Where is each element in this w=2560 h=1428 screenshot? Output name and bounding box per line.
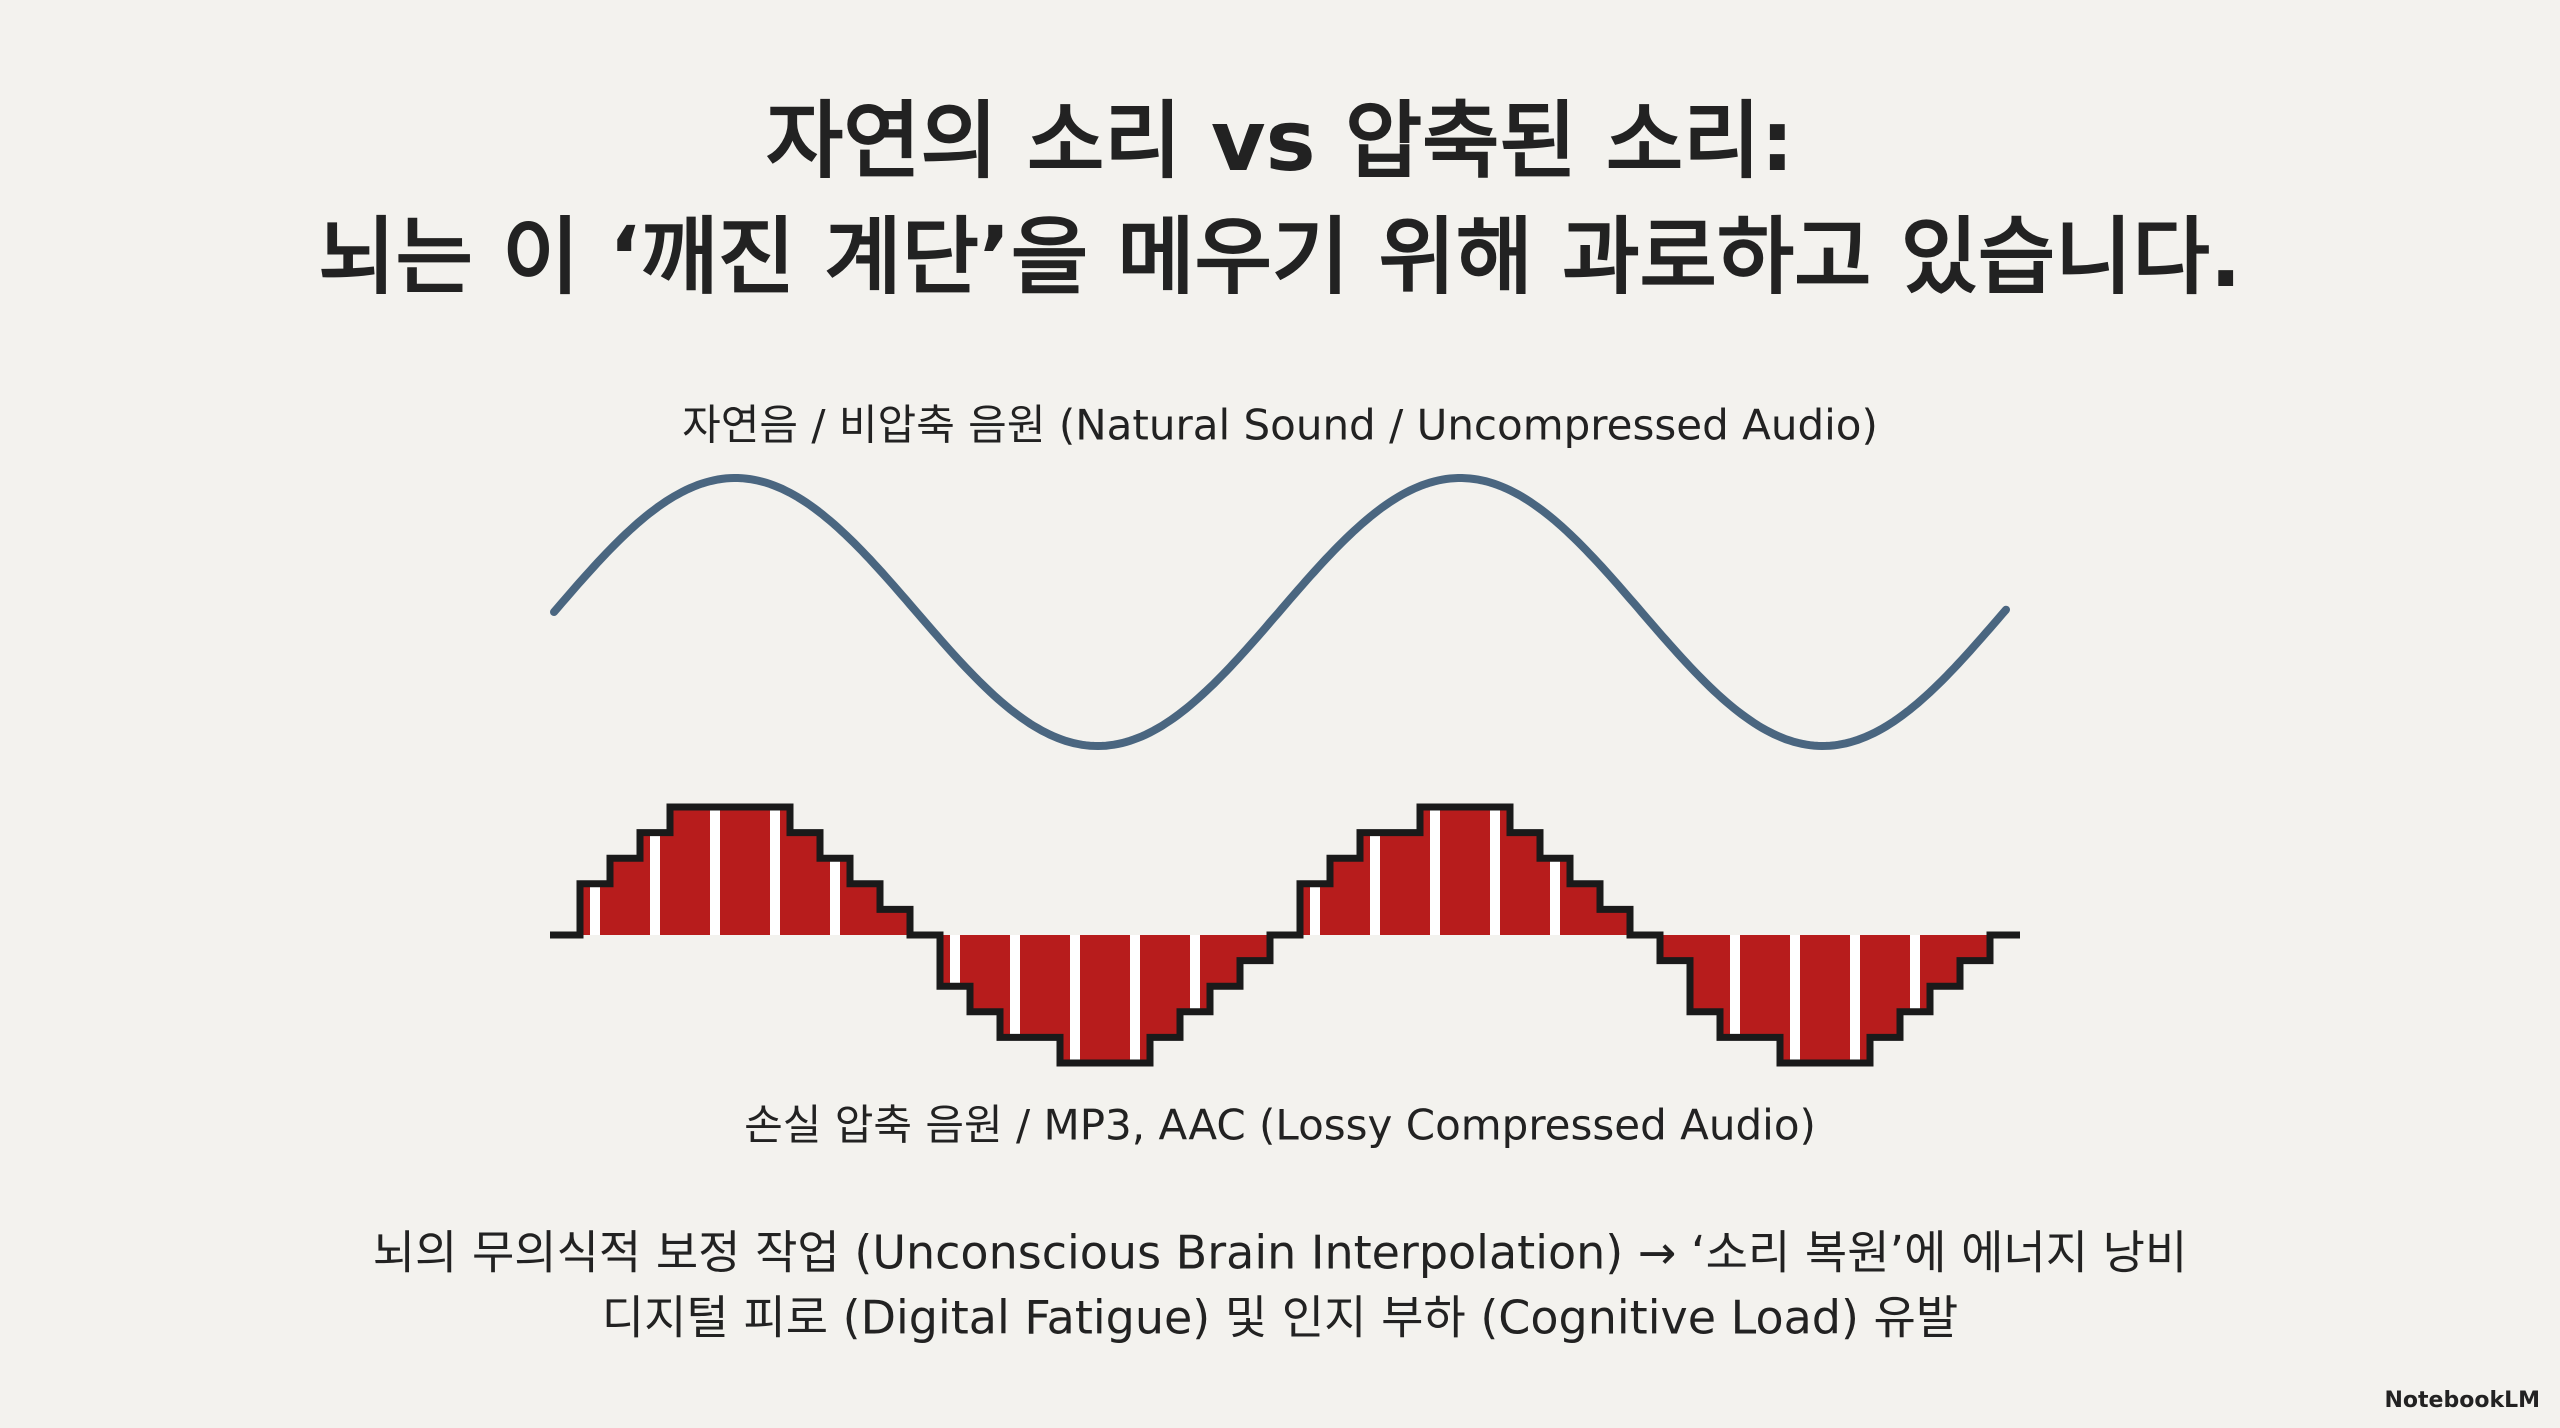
stripe <box>1370 832 1380 935</box>
stripe <box>950 935 960 987</box>
step <box>1750 935 1780 1038</box>
stripe <box>590 883 600 935</box>
step <box>610 858 640 935</box>
step <box>1390 832 1420 935</box>
step <box>1150 935 1180 1038</box>
step <box>850 883 880 935</box>
stripe <box>1550 858 1560 935</box>
step <box>1210 935 1240 987</box>
stripe <box>650 832 660 935</box>
step <box>730 807 760 935</box>
stripe <box>1430 807 1440 935</box>
note: 뇌의 무의식적 보정 작업 (Unconscious Brain Interpo… <box>373 1226 2188 1280</box>
stripe <box>830 858 840 935</box>
step <box>880 909 910 935</box>
illustration <box>550 474 2020 1067</box>
stripe <box>1310 883 1320 935</box>
note: 디지털 피로 (Digital Fatigue) 및 인지 부하 (Cognit… <box>602 1291 1958 1345</box>
wave-label: 손실 압축 음원 / MP3, AAC (Lossy Compressed Au… <box>744 1101 1816 1150</box>
brand: NotebookLM <box>2385 1388 2540 1413</box>
stripe <box>1190 935 1200 1012</box>
stripe <box>710 807 720 935</box>
step <box>790 832 820 935</box>
step <box>1660 935 1690 961</box>
step <box>1090 935 1120 1063</box>
title-line: 뇌는 이 ‘깨진 계단’을 메우기 위해 과로하고 있습니다. <box>318 208 2241 306</box>
step <box>1330 858 1360 935</box>
stripe <box>1790 935 1800 1063</box>
step <box>1030 935 1060 1038</box>
step <box>1450 807 1480 935</box>
step <box>1570 883 1600 935</box>
step <box>1930 935 1960 987</box>
stripe <box>1130 935 1140 1063</box>
step <box>670 807 700 935</box>
step <box>970 935 1000 1012</box>
step <box>1810 935 1840 1063</box>
lossy-outline <box>550 803 2020 1067</box>
step <box>1870 935 1900 1038</box>
stripe <box>1490 807 1500 935</box>
step <box>1690 935 1720 1012</box>
stripe <box>1910 935 1920 1012</box>
stripe <box>1850 935 1860 1063</box>
stripe <box>1010 935 1020 1038</box>
stripe <box>770 807 780 935</box>
step <box>1600 909 1630 935</box>
step <box>1240 935 1270 961</box>
stripe <box>1070 935 1080 1063</box>
step <box>1960 935 1990 961</box>
natural-wave <box>550 474 2010 751</box>
stripe <box>1730 935 1740 1038</box>
step <box>1510 832 1540 935</box>
title-line: 자연의 소리 vs 압축된 소리: <box>766 92 1794 190</box>
wave-label: 자연음 / 비압축 음원 (Natural Sound / Uncompress… <box>682 401 1878 450</box>
